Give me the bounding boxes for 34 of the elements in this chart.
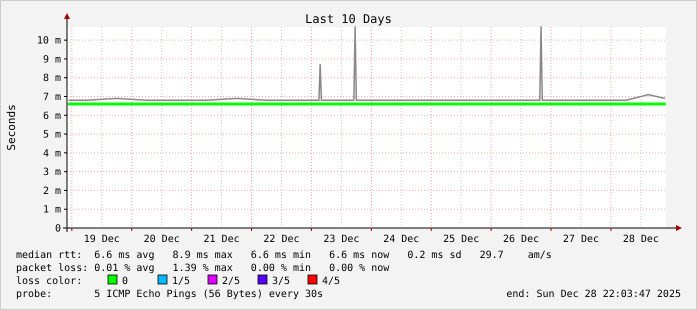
- y-tick-label: 1 m: [42, 204, 61, 216]
- legend-label: 4/5: [322, 276, 340, 287]
- legend-label: 1/5: [172, 276, 190, 287]
- text: packet loss: 0.01 % avg 1.39 % max 0.00 % min 0.00 % now: [16, 263, 390, 274]
- y-tick-label: 10 m: [36, 36, 61, 47]
- x-tick-label: 20 Dec: [144, 234, 180, 245]
- legend-title: loss color:: [16, 276, 82, 287]
- legend-label: 0: [122, 276, 128, 287]
- x-tick-label: 25 Dec: [443, 234, 480, 245]
- x-tick-label: 21 Dec: [204, 234, 240, 245]
- y-tick-label: 7 m: [42, 92, 61, 104]
- y-tick-label: 6 m: [42, 110, 61, 122]
- text: median rtt: 6.6 ms avg 8.9 ms max 6.6 ms min 6.6 ms now 0.2 ms sd 29.7 am/s: [16, 250, 552, 261]
- x-tick-label: 19 Dec: [84, 234, 120, 245]
- x-tick-label: 27 Dec: [562, 234, 600, 245]
- text: probe: 5 ICMP Echo Pings (56 Bytes) every 30s: [16, 289, 324, 300]
- y-tick-label: 8 m: [42, 73, 61, 84]
- line-series: [68, 26, 666, 102]
- x-tick-label: 26 Dec: [503, 234, 540, 245]
- x-tick-label: 28 Dec: [622, 234, 659, 245]
- chart-title: Last 10 Days: [305, 12, 392, 26]
- y-tick-label: 4 m: [42, 148, 61, 160]
- y-tick-label: 5 m: [42, 130, 61, 141]
- y-tick-label: 0: [54, 224, 61, 234]
- y-tick-label: 3 m: [42, 167, 61, 178]
- legend-label: 2/5: [222, 276, 240, 287]
- legend-label: 3/5: [272, 276, 290, 287]
- text: end: Sun Dec 28 22:03:47 2025: [506, 289, 681, 300]
- x-tick-label: 23 Dec: [323, 234, 360, 245]
- y-tick-label: 9 m: [42, 54, 61, 66]
- x-tick-label: 24 Dec: [383, 234, 420, 245]
- y-axis-title: Seconds: [5, 104, 18, 151]
- y-tick-label: 2 m: [42, 186, 61, 197]
- x-tick-label: 22 Dec: [263, 234, 300, 245]
